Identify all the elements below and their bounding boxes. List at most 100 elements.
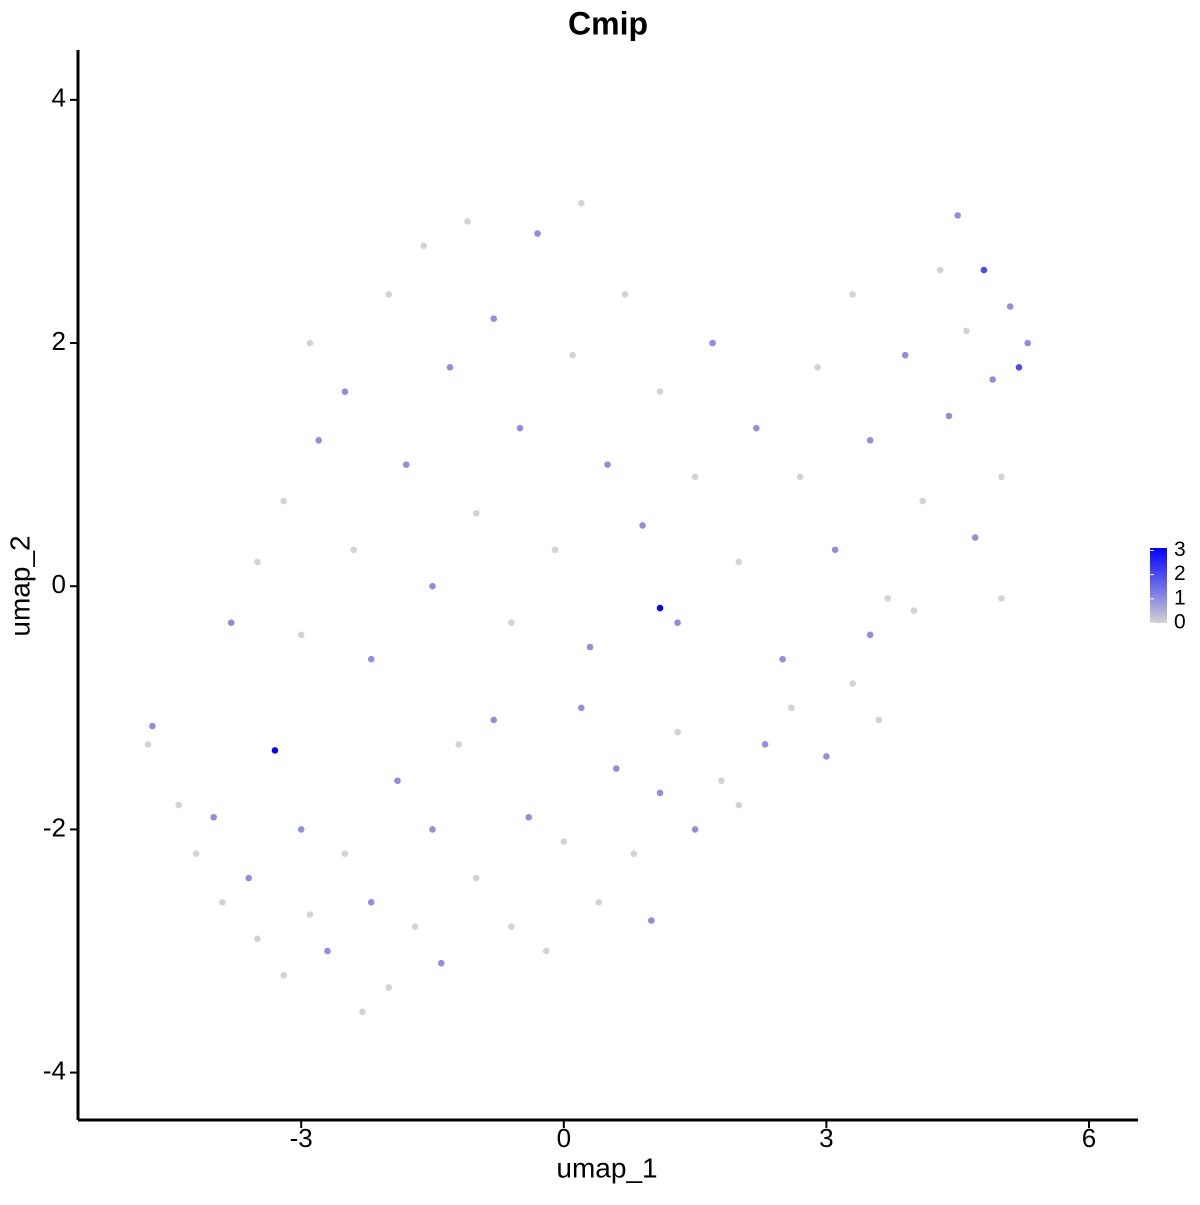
point: [350, 546, 358, 554]
point: [429, 582, 436, 590]
x-tick-label: 3: [819, 1123, 833, 1153]
point: [367, 899, 375, 906]
point: [280, 972, 287, 979]
point: [674, 728, 681, 736]
colorbar: [1150, 548, 1167, 623]
point: [998, 595, 1005, 602]
point: [919, 497, 926, 505]
point: [989, 376, 996, 383]
point: [735, 558, 743, 566]
point: [306, 911, 314, 918]
point: [254, 558, 261, 566]
x-tick-label: 0: [557, 1123, 571, 1153]
y-tick-label: 2: [52, 326, 66, 356]
point: [823, 753, 830, 760]
point: [359, 1008, 366, 1016]
colorbar-label: 3: [1174, 538, 1186, 561]
point: [446, 364, 454, 371]
point: [586, 643, 594, 651]
point: [280, 497, 287, 505]
point: [455, 740, 463, 748]
point: [718, 777, 725, 785]
point: [464, 218, 471, 225]
y-tick-label: -4: [43, 1055, 66, 1085]
point: [210, 813, 217, 821]
point: [796, 473, 804, 481]
point: [901, 351, 909, 359]
point: [472, 509, 480, 517]
point: [674, 619, 681, 626]
point: [656, 388, 664, 395]
point: [254, 935, 261, 943]
point: [149, 722, 156, 730]
point: [394, 777, 401, 785]
y-tick-label: 4: [52, 83, 66, 113]
x-axis-label: umap_1: [556, 1152, 657, 1183]
point: [656, 789, 664, 797]
point: [866, 437, 874, 444]
point: [1006, 303, 1014, 310]
point: [534, 230, 541, 237]
point: [507, 923, 515, 930]
point: [429, 826, 436, 833]
point: [306, 339, 314, 347]
point: [507, 619, 515, 626]
point: [814, 364, 821, 371]
point: [954, 212, 961, 219]
y-axis-label: umap_2: [4, 535, 35, 636]
point: [831, 546, 839, 554]
point: [516, 424, 524, 432]
chart-title: Cmip: [568, 5, 648, 41]
colorbar-label: 2: [1174, 562, 1186, 585]
point: [297, 826, 305, 833]
point: [998, 473, 1005, 481]
point: [866, 631, 874, 639]
point: [884, 595, 891, 602]
point: [219, 899, 226, 906]
point: [542, 947, 550, 955]
point: [604, 461, 611, 468]
point: [192, 850, 200, 858]
point: [639, 522, 646, 529]
point: [367, 655, 375, 663]
point: [420, 242, 428, 250]
point: [1024, 339, 1032, 347]
x-tick-label: -3: [290, 1123, 313, 1153]
point: [691, 826, 699, 833]
point: [963, 327, 970, 335]
point: [271, 747, 279, 754]
point: [971, 534, 979, 541]
point: [472, 874, 480, 882]
point: [875, 716, 883, 724]
point: [849, 291, 856, 298]
point: [385, 984, 393, 991]
point: [437, 959, 445, 967]
point: [525, 813, 533, 821]
point: [551, 546, 559, 554]
point: [849, 680, 856, 687]
point: [411, 923, 419, 930]
point: [621, 291, 629, 298]
point: [613, 765, 620, 772]
point: [656, 604, 664, 612]
point: [980, 266, 988, 274]
y-tick-label: -2: [43, 812, 66, 842]
point: [175, 801, 182, 809]
point: [490, 315, 498, 323]
point: [341, 388, 349, 395]
point: [578, 704, 585, 712]
colorbar-label: 1: [1174, 586, 1186, 609]
point: [569, 351, 576, 359]
point: [297, 631, 305, 639]
point: [648, 917, 655, 924]
point: [341, 850, 349, 858]
point: [227, 619, 235, 626]
point: [595, 899, 603, 906]
point: [753, 424, 760, 432]
point: [144, 740, 152, 748]
point: [385, 291, 393, 298]
point: [735, 801, 743, 809]
point: [779, 655, 786, 663]
point: [630, 850, 638, 858]
